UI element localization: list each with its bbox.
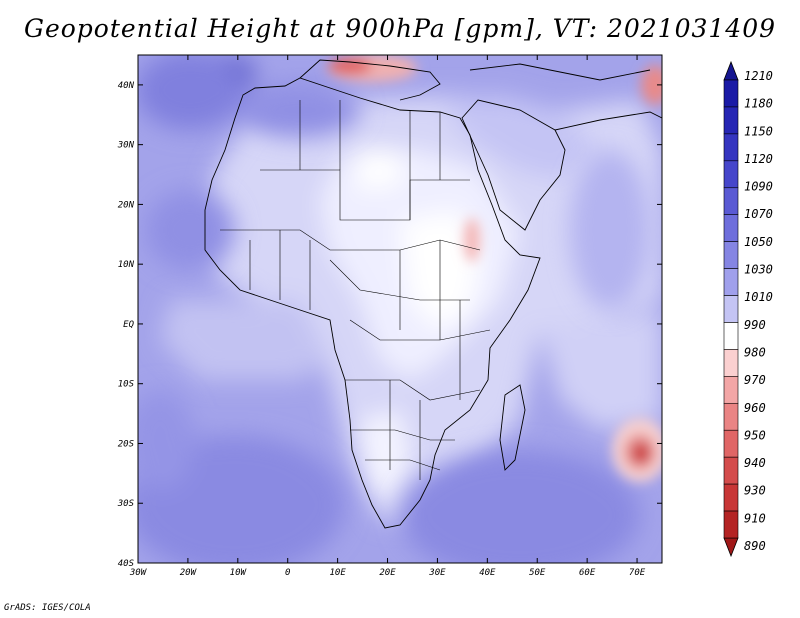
lat-label: EQ <box>123 320 134 330</box>
lon-label: 10W <box>230 568 248 578</box>
colorbar-label: 970 <box>744 373 766 387</box>
colorbar-swatch <box>723 214 739 242</box>
colorbar-swatch <box>723 429 739 458</box>
colorbar-swatch <box>723 349 739 377</box>
lon-label: 40E <box>479 568 496 578</box>
lon-label: 0 <box>285 568 290 578</box>
colorbar-label: 960 <box>744 401 766 415</box>
lon-label: 10E <box>329 568 346 578</box>
colorbar-label: 1120 <box>744 152 773 166</box>
colorbar-label: 940 <box>744 456 766 470</box>
credit-label: GrADS: IGES/COLA <box>4 603 91 613</box>
colorbar-label: 1090 <box>744 180 773 194</box>
lat-label: 20N <box>118 200 135 210</box>
lon-label: 70E <box>629 568 646 578</box>
field-low-regions <box>327 55 662 482</box>
colorbar-label: 1210 <box>744 69 773 83</box>
lon-label: 30W <box>129 568 148 578</box>
colorbar-label: 990 <box>744 318 766 332</box>
colorbar-swatch <box>723 268 739 296</box>
colorbar-swatch <box>723 322 739 350</box>
colorbar-label: 890 <box>744 539 766 553</box>
colorbar-swatch <box>723 133 739 162</box>
colorbar-label: 1030 <box>744 263 773 277</box>
lat-label: 30S <box>117 499 135 509</box>
colorbar-swatch <box>723 160 739 189</box>
colorbar-label: 1150 <box>744 124 773 138</box>
colorbar-swatch <box>723 79 739 108</box>
lat-label: 20S <box>118 439 135 449</box>
country-borders <box>220 100 491 480</box>
colorbar-swatch <box>723 510 739 539</box>
colorbar-label: 980 <box>744 345 766 359</box>
lon-label: 50E <box>529 568 546 578</box>
lat-label: 10N <box>118 260 135 270</box>
colorbar-top-arrow <box>723 60 739 81</box>
colorbar-label: 950 <box>744 428 766 442</box>
colorbar-swatch <box>723 402 739 431</box>
lon-label: 20W <box>180 568 198 578</box>
lon-label: 60E <box>579 568 596 578</box>
map-title: Geopotential Height at 900hPa [gpm], VT:… <box>23 14 777 43</box>
colorbar-swatch <box>723 376 739 404</box>
lat-label: 10S <box>118 380 135 390</box>
colorbar-label: 1050 <box>744 235 773 249</box>
colorbar: 1210 1180 1150 1120 1090 1070 1050 1030 1010 990 9… <box>723 60 773 558</box>
colorbar-label: 1070 <box>744 207 773 221</box>
colorbar-swatch <box>723 483 739 512</box>
lat-label: 40S <box>118 559 135 569</box>
lon-label: 20E <box>379 568 396 578</box>
colorbar-swatch <box>723 241 739 269</box>
colorbar-swatch <box>723 106 739 135</box>
lon-label: 30E <box>428 568 446 578</box>
lat-label: 30N <box>117 141 135 151</box>
colorbar-bottom-arrow <box>723 537 739 558</box>
colorbar-swatch <box>723 456 739 485</box>
colorbar-label: 910 <box>744 511 766 525</box>
colorbar-label: 1010 <box>744 290 773 304</box>
colorbar-swatch <box>723 295 739 323</box>
height-field <box>138 55 662 563</box>
colorbar-label: 1180 <box>744 97 773 111</box>
lat-label: 40N <box>118 81 135 91</box>
colorbar-label: 930 <box>744 484 766 498</box>
colorbar-swatch <box>723 187 739 216</box>
plot-frame <box>137 54 663 564</box>
